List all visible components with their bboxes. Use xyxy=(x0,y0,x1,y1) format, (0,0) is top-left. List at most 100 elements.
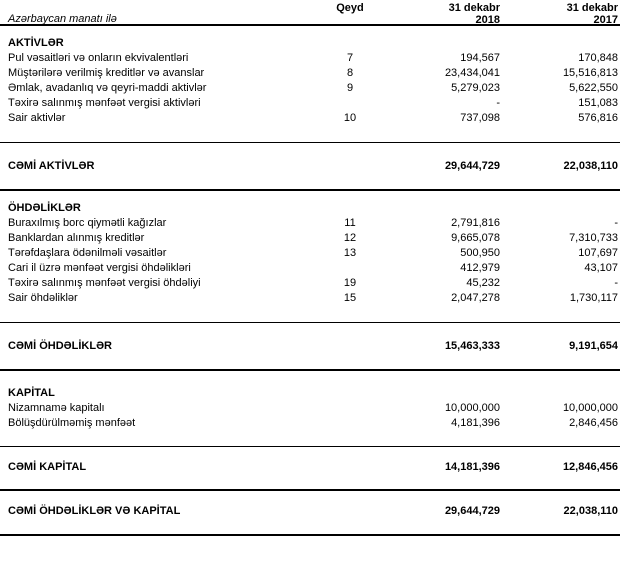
row-label: Təxirə salınmış mənfəət vergisi aktivlər… xyxy=(8,97,201,109)
column-header-2018: 31 dekabr 2018 xyxy=(382,0,500,26)
row-value-2017: - xyxy=(614,217,618,229)
total-value-2017: 9,191,654 xyxy=(569,340,618,352)
row-value-2018: 2,047,278 xyxy=(451,292,500,304)
liability-row: Tərəfdaşlara ödənilməli vəsaitlər 13 500… xyxy=(0,246,620,261)
row-note-ref: 7 xyxy=(346,52,354,64)
divider xyxy=(0,534,620,536)
row-value-2017: 15,516,813 xyxy=(562,67,618,79)
row-value-2017: 576,816 xyxy=(578,112,618,124)
section-title-assets: AKTİVLƏR xyxy=(0,36,620,51)
row-value-2017: 2,846,456 xyxy=(569,417,618,429)
divider xyxy=(0,369,620,371)
liability-row: Banklardan alınmış kreditlər 12 9,665,07… xyxy=(0,231,620,246)
total-equity-row: CƏMİ KAPİTAL 14,181,396 12,846,456 xyxy=(0,460,620,475)
currency-note: Azərbaycan manatı ilə xyxy=(8,13,117,25)
row-value-2017: - xyxy=(614,277,618,289)
grand-total-value-2017: 22,038,110 xyxy=(563,505,618,517)
row-value-2018: 10,000,000 xyxy=(444,402,500,414)
row-value-2018: 500,950 xyxy=(460,247,500,259)
grand-total-value-2018: 29,644,729 xyxy=(444,505,500,517)
column-header-2018-line2: 2018 xyxy=(475,14,500,26)
total-label: CƏMİ AKTİVLƏR xyxy=(8,160,95,172)
liability-row: Sair öhdəliklər 15 2,047,278 1,730,117 xyxy=(0,291,620,306)
row-label: Pul vəsaitləri və onların ekvivalentləri xyxy=(8,52,189,64)
row-note-ref: 9 xyxy=(346,82,354,94)
total-value-2018: 29,644,729 xyxy=(444,160,500,172)
row-note-ref: 10 xyxy=(343,112,357,124)
asset-row: Pul vəsaitləri və onların ekvivalentləri… xyxy=(0,51,620,66)
grand-total-label: CƏMİ ÖHDƏLİKLƏR VƏ KAPİTAL xyxy=(8,505,181,517)
liability-row: Buraxılmış borc qiymətli kağızlar 11 2,7… xyxy=(0,216,620,231)
row-value-2018: 23,434,041 xyxy=(444,67,500,79)
row-note-ref: 15 xyxy=(343,292,357,304)
total-liabilities-row: CƏMİ ÖHDƏLİKLƏR 15,463,333 9,191,654 xyxy=(0,339,620,354)
row-value-2018: 45,232 xyxy=(466,277,500,289)
divider xyxy=(0,189,620,191)
row-note-ref xyxy=(318,401,382,416)
row-label: Tərəfdaşlara ödənilməli vəsaitlər xyxy=(8,247,167,259)
row-label: Təxirə salınmış mənfəət vergisi öhdəliyi xyxy=(8,277,201,289)
total-assets-row: CƏMİ AKTİVLƏR 29,644,729 22,038,110 xyxy=(0,159,620,174)
asset-row: Müştərilərə verilmiş kreditlər və avansl… xyxy=(0,66,620,81)
grand-total-row: CƏMİ ÖHDƏLİKLƏR VƏ KAPİTAL 29,644,729 22… xyxy=(0,504,620,519)
row-value-2017: 151,083 xyxy=(578,97,618,109)
liability-row: Təxirə salınmış mənfəət vergisi öhdəliyi… xyxy=(0,276,620,291)
divider xyxy=(0,489,620,491)
row-label: Sair öhdəliklər xyxy=(8,292,78,304)
row-label: Nizamnamə kapitalı xyxy=(8,402,105,414)
row-label: Cari il üzrə mənfəət vergisi öhdəlikləri xyxy=(8,262,191,274)
row-label: Buraxılmış borc qiymətli kağızlar xyxy=(8,217,167,229)
row-note-ref: 8 xyxy=(346,67,354,79)
row-note-ref: 19 xyxy=(343,277,357,289)
column-header-2018-line1: 31 dekabr xyxy=(448,2,500,14)
divider xyxy=(0,322,620,323)
table-header: Azərbaycan manatı ilə Qeyd 31 dekabr 201… xyxy=(0,0,620,26)
asset-row: Əmlak, avadanlıq və qeyri-maddi aktivlər… xyxy=(0,81,620,96)
row-label: Bölüşdürülməmiş mənfəət xyxy=(8,417,136,429)
divider xyxy=(0,446,620,447)
row-label: Banklardan alınmış kreditlər xyxy=(8,232,145,244)
row-value-2018: - xyxy=(496,97,500,109)
note-column-header: Qeyd xyxy=(336,2,364,14)
row-label: Müştərilərə verilmiş kreditlər və avansl… xyxy=(8,67,205,79)
row-value-2017: 107,697 xyxy=(578,247,618,259)
total-label: CƏMİ ÖHDƏLİKLƏR xyxy=(8,340,113,352)
column-header-2017-line1: 31 dekabr xyxy=(566,2,618,14)
row-note-ref: 12 xyxy=(343,232,357,244)
row-value-2017: 5,622,550 xyxy=(569,82,618,94)
row-note-ref: 13 xyxy=(343,247,357,259)
asset-row: Sair aktivlər 10 737,098 576,816 xyxy=(0,111,620,126)
total-value-2017: 12,846,456 xyxy=(562,461,618,473)
row-label: Sair aktivlər xyxy=(8,112,66,124)
row-value-2018: 5,279,023 xyxy=(451,82,500,94)
row-label: Əmlak, avadanlıq və qeyri-maddi aktivlər xyxy=(8,82,207,94)
row-value-2017: 7,310,733 xyxy=(569,232,618,244)
row-note-ref xyxy=(318,261,382,276)
total-label: CƏMİ KAPİTAL xyxy=(8,461,87,473)
section-title-equity: KAPİTAL xyxy=(0,386,620,401)
row-value-2018: 412,979 xyxy=(460,262,500,274)
section-title-liabilities: ÖHDƏLİKLƏR xyxy=(0,201,620,216)
row-value-2018: 737,098 xyxy=(460,112,500,124)
row-note-ref xyxy=(318,96,382,111)
row-value-2017: 10,000,000 xyxy=(562,402,618,414)
row-value-2018: 2,791,816 xyxy=(451,217,500,229)
row-value-2018: 9,665,078 xyxy=(451,232,500,244)
total-value-2017: 22,038,110 xyxy=(563,160,618,172)
section-title-label: KAPİTAL xyxy=(8,387,55,399)
asset-row: Təxirə salınmış mənfəət vergisi aktivlər… xyxy=(0,96,620,111)
row-value-2017: 43,107 xyxy=(584,262,618,274)
equity-row: Bölüşdürülməmiş mənfəət 4,181,396 2,846,… xyxy=(0,416,620,431)
column-header-2017-line2: 2017 xyxy=(593,14,618,26)
row-value-2018: 4,181,396 xyxy=(451,417,500,429)
total-value-2018: 14,181,396 xyxy=(444,461,500,473)
divider xyxy=(0,142,620,143)
column-header-2017: 31 dekabr 2017 xyxy=(500,0,618,26)
equity-row: Nizamnamə kapitalı 10,000,000 10,000,000 xyxy=(0,401,620,416)
section-title-label: AKTİVLƏR xyxy=(8,37,64,49)
row-note-ref xyxy=(318,416,382,431)
row-note-ref: 11 xyxy=(344,217,356,229)
row-value-2018: 194,567 xyxy=(460,52,500,64)
section-title-label: ÖHDƏLİKLƏR xyxy=(8,202,81,214)
